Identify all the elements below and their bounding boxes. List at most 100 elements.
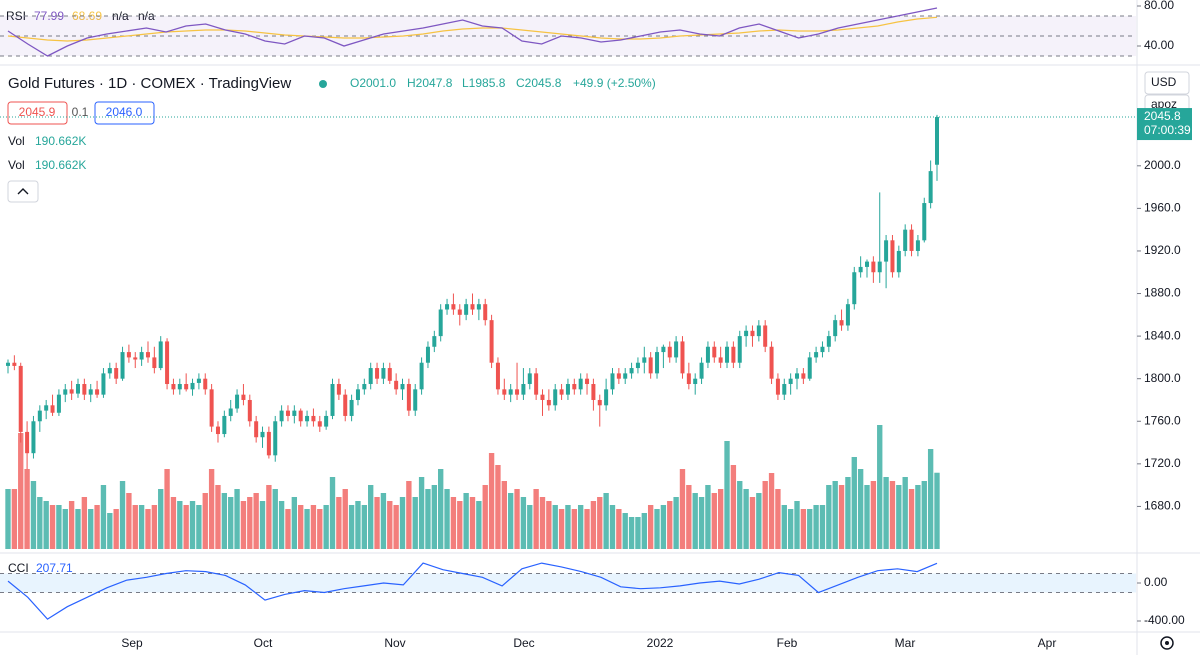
candle-body: [610, 373, 615, 390]
candle-body: [75, 384, 80, 394]
ask-price[interactable]: 2046.0: [106, 105, 143, 119]
volume-bar: [151, 505, 158, 549]
volume-bar: [323, 505, 329, 549]
candle-body: [820, 346, 825, 353]
bar-countdown: 07:00:39: [1144, 123, 1191, 137]
volume-bar: [571, 509, 577, 549]
volume-bar: [597, 497, 603, 549]
candle-body: [184, 384, 189, 390]
candle-body: [139, 352, 144, 360]
volume-bar: [609, 505, 616, 549]
candle-body: [438, 309, 443, 337]
candle-body: [209, 389, 214, 427]
candle-body: [413, 389, 418, 411]
volume-bar: [228, 497, 234, 549]
volume-bar: [908, 489, 915, 549]
price-tick-label: 1960.0: [1144, 201, 1181, 215]
candle-body: [572, 384, 577, 390]
volume-bar: [348, 505, 355, 549]
settings-icon-center: [1165, 641, 1169, 645]
candle-body: [432, 336, 437, 347]
candle-body: [534, 373, 539, 395]
candle-body: [120, 352, 125, 379]
volume-bar: [915, 485, 921, 549]
candle-body: [585, 378, 590, 385]
rsi-tick-label: 80.00: [1144, 0, 1174, 12]
candle-body: [623, 373, 628, 379]
volume-bar: [310, 505, 317, 549]
candle-body: [305, 415, 310, 422]
candle-body: [877, 261, 882, 273]
volume-bar: [762, 481, 768, 549]
time-label: Nov: [384, 636, 405, 650]
volume-bar: [883, 477, 889, 549]
volume-bar: [539, 497, 546, 549]
currency[interactable]: USD: [1151, 75, 1177, 89]
candle-body: [6, 362, 10, 366]
volume-bar: [37, 497, 43, 549]
volume-bar: [838, 485, 845, 549]
candle-body: [597, 399, 602, 406]
cci-tick-label: 0.00: [1144, 575, 1168, 589]
volume-bar: [552, 505, 558, 549]
candle-body: [215, 426, 220, 435]
sell-button[interactable]: [7, 101, 68, 125]
candle-body: [298, 410, 303, 422]
volume-bar: [679, 469, 686, 549]
candle-body: [775, 378, 780, 395]
candle-body: [852, 272, 857, 305]
candle-body: [648, 357, 653, 374]
currency-select[interactable]: [1144, 71, 1190, 95]
volume-bar: [864, 485, 870, 549]
candle-body: [495, 362, 500, 390]
volume-bar: [202, 493, 208, 549]
volume-bar: [278, 501, 285, 549]
candle-body: [565, 384, 570, 395]
volume-bar: [921, 481, 927, 549]
candle-body: [133, 357, 138, 360]
last-price-label: 2045.8: [1144, 109, 1181, 123]
bid-price[interactable]: 2045.9: [19, 105, 56, 119]
candle-body: [769, 346, 774, 379]
volume-bar: [49, 505, 56, 549]
settings-icon[interactable]: [1160, 636, 1174, 650]
candle-body: [642, 357, 647, 363]
candle-body: [330, 384, 335, 416]
volume-bar: [380, 493, 387, 549]
volume-bar: [749, 497, 756, 549]
time-label: Oct: [254, 636, 273, 650]
candle-body: [629, 368, 634, 374]
volume-bar: [794, 501, 800, 549]
candle-body: [661, 346, 666, 353]
volume-bar: [374, 497, 380, 549]
candle-body: [540, 394, 545, 400]
price-tick-label: 1800.0: [1144, 371, 1181, 385]
volume-bar: [418, 477, 425, 549]
candle-body: [705, 346, 710, 363]
candle-body: [826, 336, 831, 347]
volume-bar: [482, 485, 488, 549]
candle-body: [425, 346, 430, 363]
candle-body: [731, 346, 736, 363]
volume-bar: [329, 477, 336, 549]
volume-bar: [88, 509, 94, 549]
scale-mode[interactable]: apoz: [1151, 97, 1177, 111]
candle-body: [50, 405, 55, 413]
candle-body: [915, 240, 920, 251]
price-tick-label: 1920.0: [1144, 243, 1181, 257]
candle-body: [546, 399, 551, 406]
buy-button[interactable]: [94, 101, 155, 125]
volume-bar: [533, 489, 539, 549]
candle-body: [801, 373, 806, 379]
collapse-button[interactable]: [7, 180, 39, 203]
volume-bar: [62, 509, 68, 549]
volume-bar: [686, 485, 692, 549]
market-status-dot: [319, 80, 327, 88]
volume-bar: [877, 425, 883, 549]
candle-body: [674, 341, 679, 358]
candle-body: [884, 240, 889, 262]
volume-bar: [832, 481, 838, 549]
price-tick-label: 1720.0: [1144, 456, 1181, 470]
volume-bar: [272, 489, 278, 549]
volume-bar: [43, 501, 49, 549]
